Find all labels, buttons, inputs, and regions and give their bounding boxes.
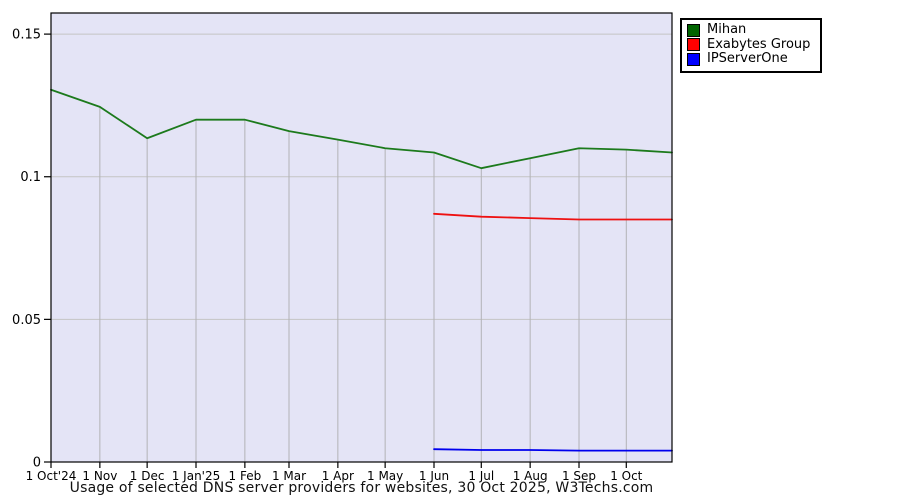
x-tick-label: 1 Jun <box>419 469 449 483</box>
legend-item-mihan: Mihan <box>687 22 810 38</box>
x-tick-label: 1 Apr <box>322 469 354 483</box>
x-tick-label: 1 Jul <box>468 469 494 483</box>
x-tick-label: 1 Sep <box>562 469 596 483</box>
legend-item-ipserverone: IPServerOne <box>687 51 810 67</box>
series-line-mihan <box>50 88 673 170</box>
x-tick-label: 1 Aug <box>513 469 548 483</box>
legend-label-ipserverone: IPServerOne <box>707 51 788 66</box>
legend-swatch-exabytes-group <box>687 38 700 52</box>
series-line-ipserverone <box>433 448 673 452</box>
x-tick-label: 1 Jan'25 <box>172 469 221 483</box>
legend-item-exabytes-group: Exabytes Group <box>687 36 811 53</box>
x-tick-label: 1 Oct'24 <box>26 469 77 483</box>
x-tick-label: 1 May <box>367 469 403 483</box>
y-tick-label: 0 <box>33 456 41 471</box>
x-tick-label: 1 Nov <box>82 469 117 483</box>
y-tick-label: 0.15 <box>12 28 41 43</box>
x-tick-label: 1 Feb <box>229 469 262 483</box>
legend: Mihan Exabytes Group IPServerOne <box>680 18 823 73</box>
y-tick-label: 0.1 <box>20 170 41 185</box>
legend-label-mihan: Mihan <box>707 22 747 37</box>
plot-area <box>51 13 672 462</box>
y-tick-label: 0.05 <box>12 313 41 328</box>
series-line-exabytes-group <box>433 212 673 221</box>
plot-border <box>50 12 673 463</box>
legend-swatch-mihan <box>687 23 700 37</box>
chart-title: Usage of selected DNS server providers f… <box>69 480 654 496</box>
x-tick-label: 1 Mar <box>272 469 306 483</box>
x-tick-label: 1 Dec <box>130 469 165 483</box>
x-tick-label: 1 Oct <box>610 469 642 483</box>
legend-swatch-ipserverone <box>687 52 700 66</box>
legend-label-exabytes-group: Exabytes Group <box>707 36 811 52</box>
